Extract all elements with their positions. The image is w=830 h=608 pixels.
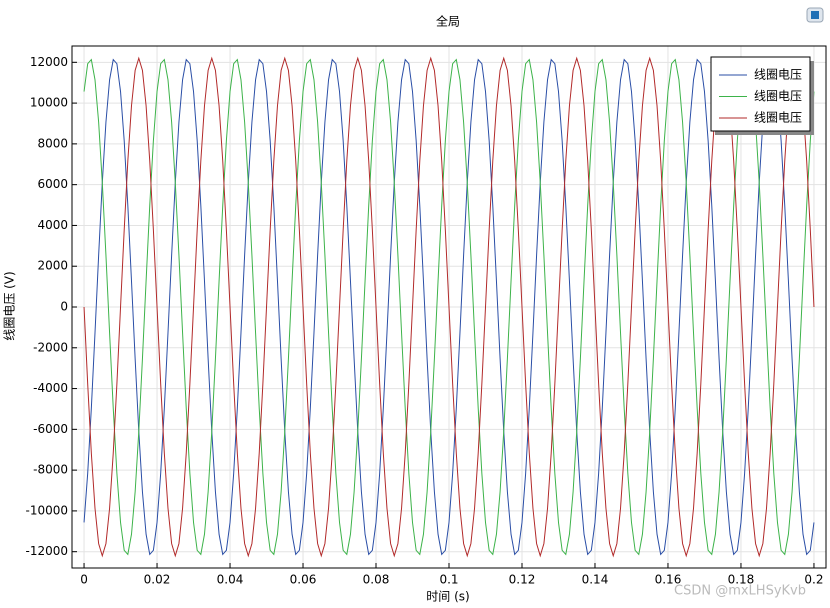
y-tick-label: 0 (60, 300, 68, 314)
y-tick-label: 12000 (30, 55, 68, 69)
x-tick-label: 0.04 (217, 573, 244, 587)
x-tick-label: 0.06 (290, 573, 317, 587)
x-tick-label: 0.14 (582, 573, 609, 587)
x-tick-label: 0.08 (363, 573, 390, 587)
x-tick-label: 0.2 (804, 573, 823, 587)
y-tick-label: -8000 (33, 463, 68, 477)
legend-label: 线圈电压 (754, 89, 802, 103)
y-tick-label: -4000 (33, 381, 68, 395)
x-tick-label: 0.02 (144, 573, 171, 587)
series-line (83, 56, 815, 558)
app-icon (806, 7, 824, 23)
x-tick-label: 0.18 (728, 573, 755, 587)
y-tick-label: 6000 (37, 177, 68, 191)
y-tick-label: 2000 (37, 259, 68, 273)
ticks-layer: -12000 -10000 -8000 -6000 -4000 -2000 0 2000 400… (25, 55, 823, 587)
chart-title: 全局 (436, 14, 460, 29)
y-tick-label: -12000 (25, 544, 68, 558)
x-tick-label: 0.16 (655, 573, 682, 587)
y-tick-label: 10000 (30, 96, 68, 110)
series-line (83, 58, 815, 556)
legend-box (710, 56, 811, 132)
y-tick-label: -10000 (25, 503, 68, 517)
y-tick-label: -2000 (33, 340, 68, 354)
y-tick-label: 4000 (37, 218, 68, 232)
x-axis-label: 时间 (s) (426, 590, 469, 604)
y-tick-label: 8000 (37, 136, 68, 150)
lines-layer (83, 56, 815, 558)
series-line (83, 58, 815, 556)
legend-label: 线圈电压 (754, 68, 802, 82)
watermark: CSDN @mxLHSyKvb (674, 584, 806, 599)
y-axis-label: 线圈电压 (V) (3, 271, 17, 340)
x-tick-label: 0 (80, 573, 88, 587)
x-tick-label: 0.12 (509, 573, 536, 587)
legend-label: 线圈电压 (754, 111, 802, 125)
y-tick-label: -6000 (33, 422, 68, 436)
x-tick-label: 0.1 (439, 573, 458, 587)
